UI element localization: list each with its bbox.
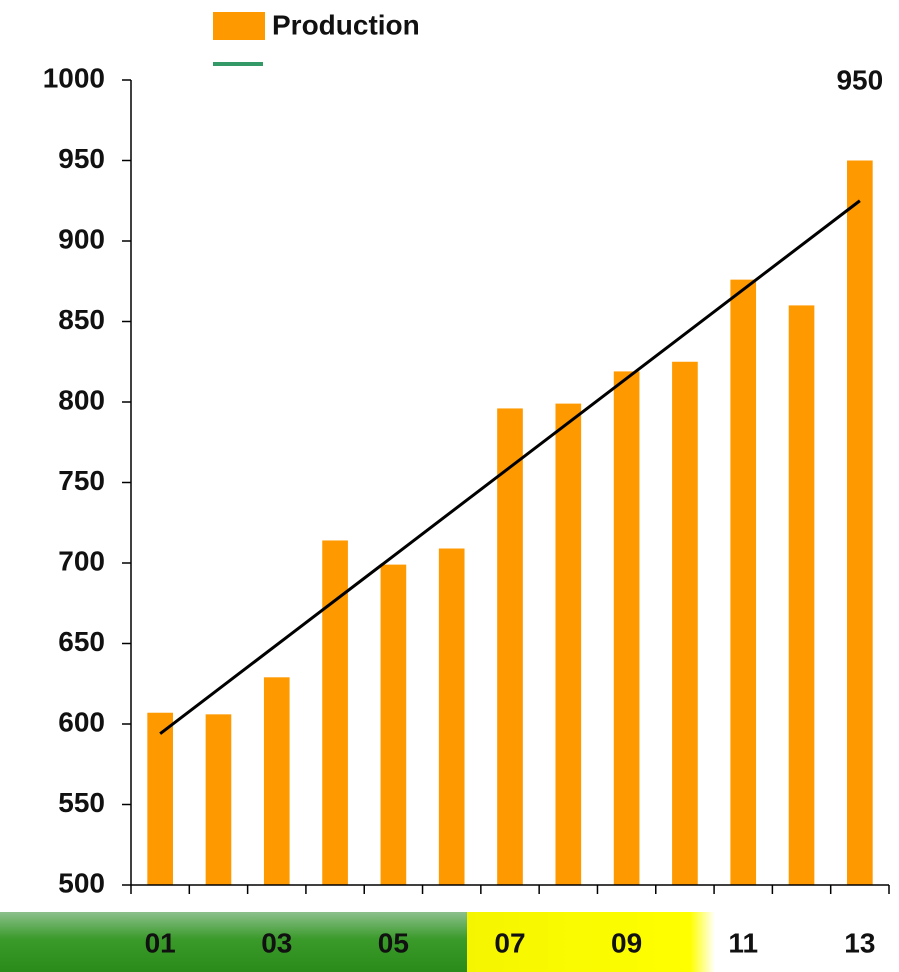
legend-swatch (213, 12, 265, 40)
y-tick-label: 600 (58, 706, 105, 737)
y-tick-label: 850 (58, 304, 105, 335)
x-tick-label: 13 (844, 927, 875, 958)
bar (205, 714, 232, 885)
bar (847, 160, 873, 885)
bar (613, 371, 640, 885)
y-tick-label: 1000 (43, 62, 105, 93)
legend-label: Production (272, 9, 420, 40)
bar (380, 564, 407, 885)
y-tick-label: 500 (58, 867, 105, 898)
bar (322, 540, 348, 885)
x-tick-label: 01 (145, 927, 176, 958)
value-label: 950 (836, 64, 883, 95)
y-tick-label: 700 (58, 545, 105, 576)
bar (497, 408, 523, 885)
x-tick-label: 07 (494, 927, 525, 958)
x-tick-label: 09 (611, 927, 642, 958)
y-tick-label: 550 (58, 787, 105, 818)
x-tick-label: 03 (261, 927, 292, 958)
bar (555, 403, 582, 885)
bar (263, 677, 290, 885)
bar (147, 712, 173, 885)
bar (730, 279, 757, 885)
bar (788, 305, 815, 885)
y-tick-label: 950 (58, 143, 105, 174)
y-tick-label: 750 (58, 465, 105, 496)
y-tick-label: 900 (58, 223, 105, 254)
y-tick-label: 800 (58, 384, 105, 415)
x-tick-label: 11 (728, 927, 758, 958)
trend-line (159, 199, 861, 735)
bar (438, 548, 465, 885)
bar (672, 361, 698, 885)
y-tick-label: 650 (58, 626, 105, 657)
green-band (0, 912, 467, 972)
yellow-band (467, 912, 715, 972)
x-tick-label: 05 (378, 927, 409, 958)
